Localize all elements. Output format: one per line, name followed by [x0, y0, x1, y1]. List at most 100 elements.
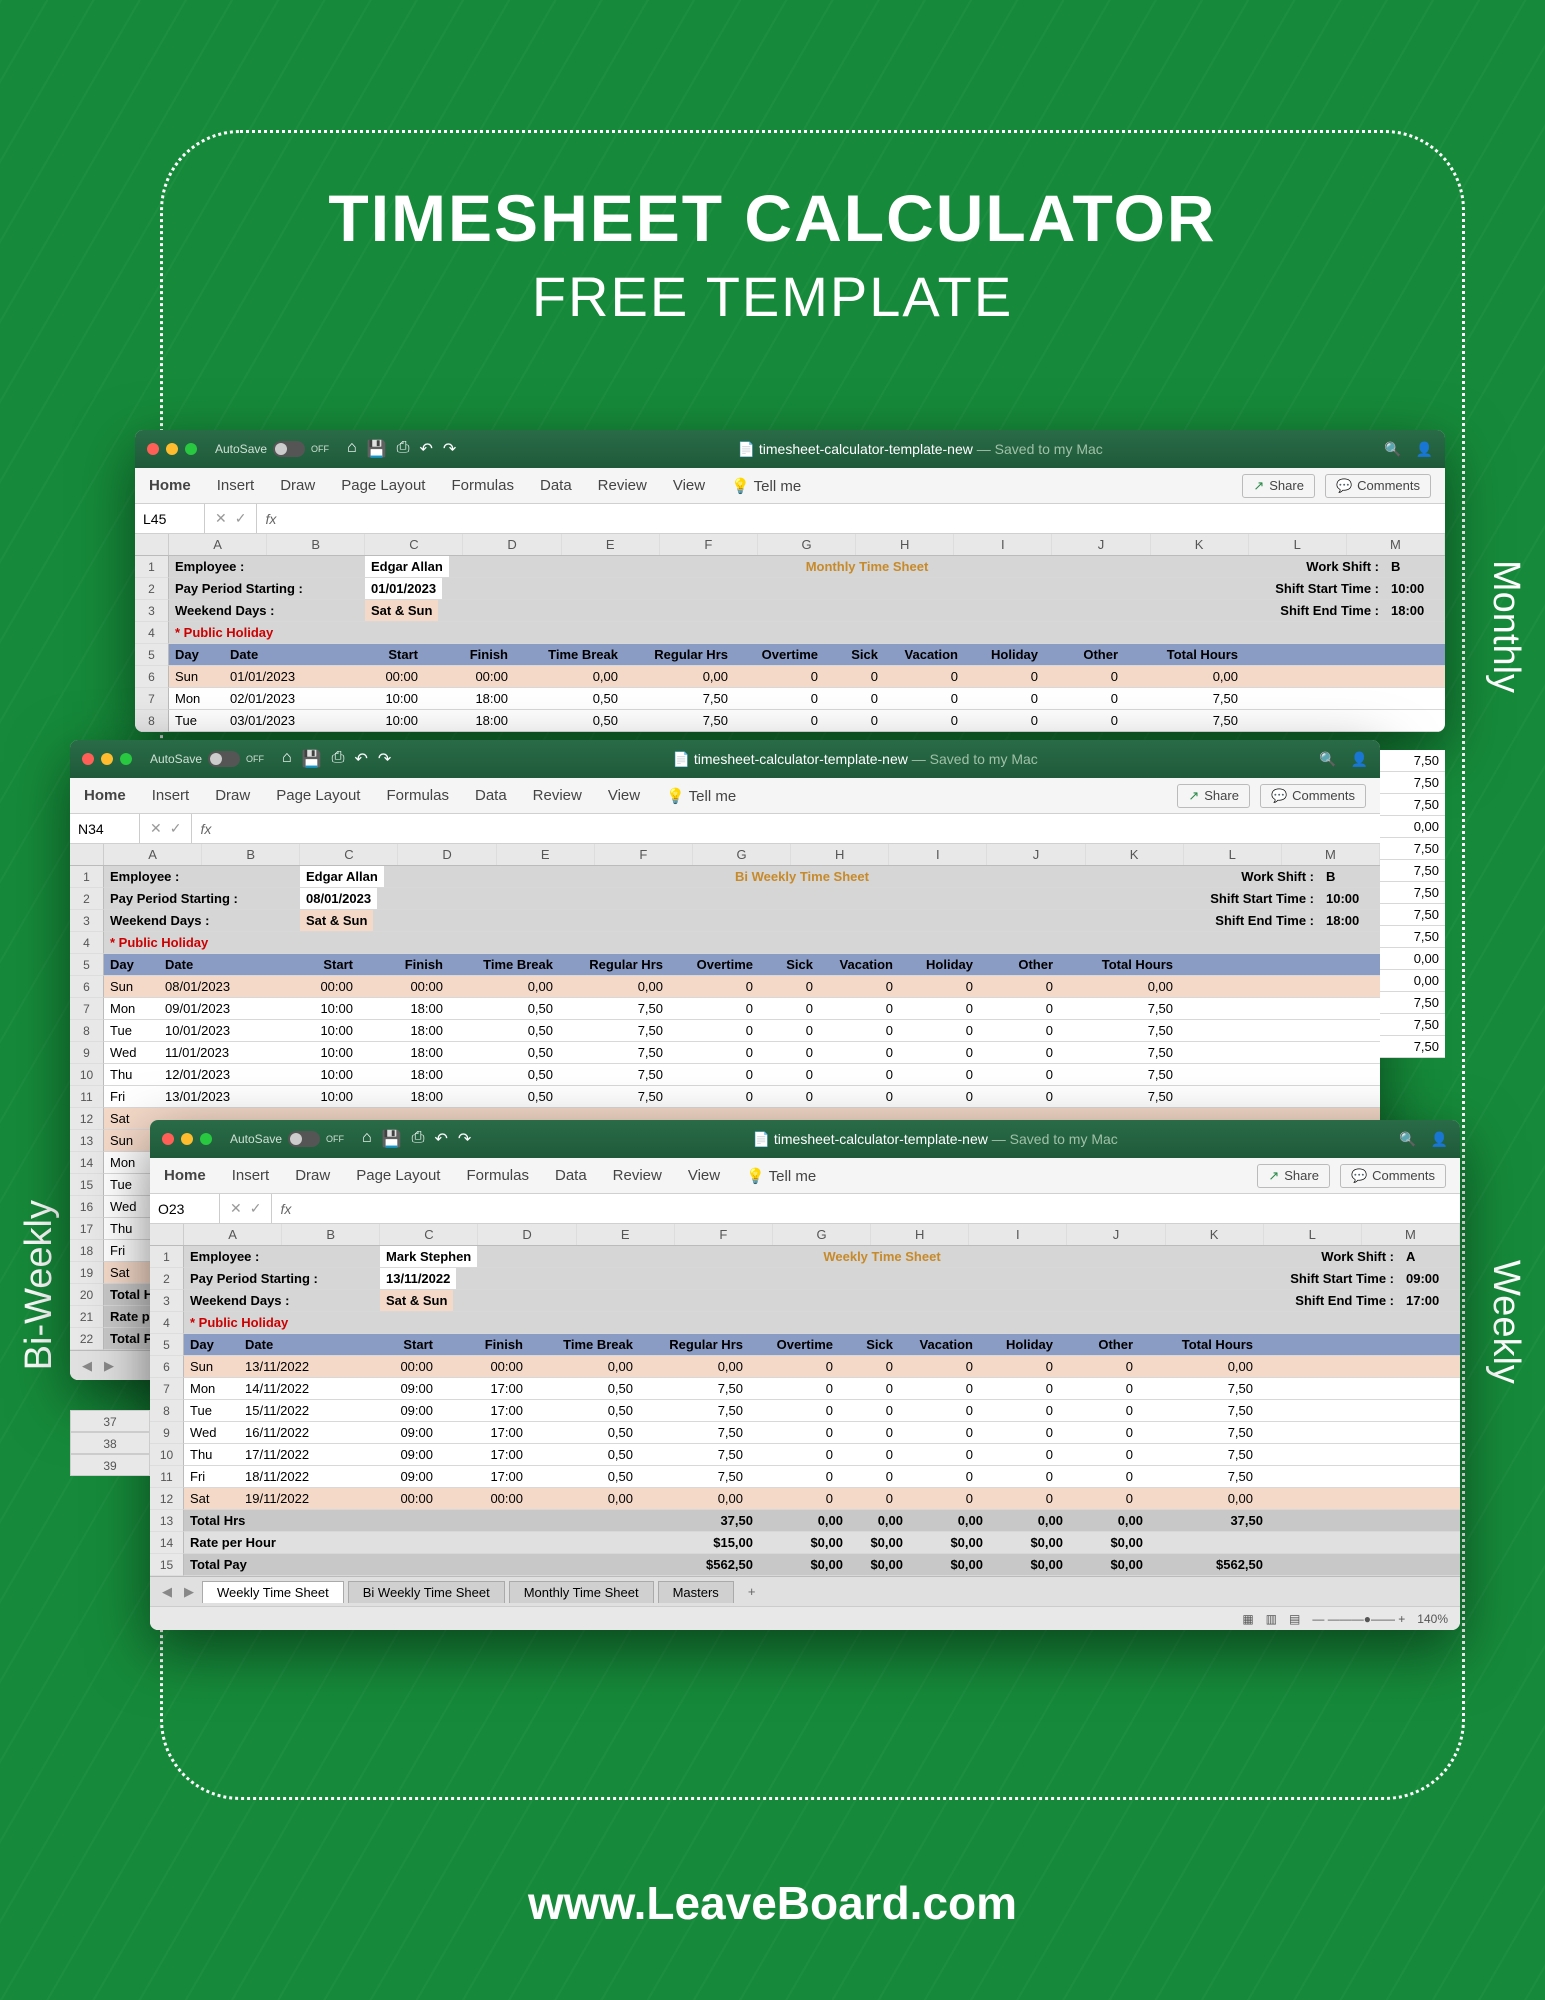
save-icon[interactable]: 💾	[382, 1129, 402, 1149]
autosave-toggle[interactable]: AutoSave OFF	[230, 1131, 344, 1147]
home-icon[interactable]: ⌂	[347, 439, 357, 459]
tell-me[interactable]: 💡 Tell me	[666, 787, 736, 805]
table-row[interactable]: Thu12/01/202310:0018:000,507,50000007,50	[104, 1064, 1380, 1086]
comments-button[interactable]: 💬 Comments	[1340, 1164, 1446, 1188]
col-header[interactable]: M	[1362, 1224, 1460, 1245]
search-icon[interactable]: 🔍	[1399, 1131, 1416, 1148]
col-header[interactable]: L	[1249, 534, 1347, 555]
ribbon-tab-page-layout[interactable]: Page Layout	[276, 787, 360, 804]
ribbon-tab-page-layout[interactable]: Page Layout	[356, 1167, 440, 1184]
col-header[interactable]: D	[463, 534, 561, 555]
ribbon-tab-insert[interactable]: Insert	[152, 787, 190, 804]
col-header[interactable]: B	[282, 1224, 380, 1245]
save-icon[interactable]: 💾	[367, 439, 387, 459]
ribbon-tab-insert[interactable]: Insert	[232, 1167, 270, 1184]
tell-me[interactable]: 💡 Tell me	[731, 477, 801, 495]
col-header[interactable]: J	[987, 844, 1085, 865]
table-row[interactable]: Sat19/11/202200:0000:000,000,00000000,00	[184, 1488, 1460, 1510]
minimize-icon[interactable]	[181, 1133, 193, 1145]
ribbon-tab-data[interactable]: Data	[540, 477, 572, 494]
print-icon[interactable]: ⎙	[332, 749, 345, 769]
zoom-slider[interactable]: — ———●—— +	[1312, 1612, 1405, 1626]
cells[interactable]: Employee :Mark StephenWeekly Time SheetW…	[184, 1246, 1460, 1576]
col-header[interactable]: H	[791, 844, 889, 865]
col-header[interactable]: C	[365, 534, 463, 555]
col-header[interactable]: J	[1067, 1224, 1165, 1245]
name-box[interactable]: L45	[135, 504, 205, 533]
ribbon-tab-review[interactable]: Review	[613, 1167, 662, 1184]
share-button[interactable]: ↗ Share	[1242, 474, 1315, 498]
save-icon[interactable]: 💾	[302, 749, 322, 769]
ribbon-tab-draw[interactable]: Draw	[280, 477, 315, 494]
sheet-grid[interactable]: 123456789101112131415 Employee :Mark Ste…	[150, 1246, 1460, 1576]
traffic-lights[interactable]	[147, 443, 197, 455]
toggle-icon[interactable]	[208, 751, 240, 767]
comments-button[interactable]: 💬 Comments	[1260, 784, 1366, 808]
add-sheet-button[interactable]: +	[738, 1581, 766, 1602]
ribbon-tab-home[interactable]: Home	[84, 787, 126, 804]
traffic-lights[interactable]	[162, 1133, 212, 1145]
close-icon[interactable]	[147, 443, 159, 455]
home-icon[interactable]: ⌂	[282, 749, 292, 769]
maximize-icon[interactable]	[120, 753, 132, 765]
sheet-grid[interactable]: 12345678 Employee :Edgar AllanMonthly Ti…	[135, 556, 1445, 732]
col-header[interactable]: L	[1184, 844, 1282, 865]
col-header[interactable]: H	[871, 1224, 969, 1245]
account-icon[interactable]: 👤	[1431, 1131, 1448, 1148]
col-header[interactable]: D	[478, 1224, 576, 1245]
ribbon-tab-formulas[interactable]: Formulas	[451, 477, 514, 494]
account-icon[interactable]: 👤	[1416, 441, 1433, 458]
sheet-tab[interactable]: Masters	[658, 1581, 734, 1603]
table-row[interactable]: Mon14/11/202209:0017:000,507,50000007,50	[184, 1378, 1460, 1400]
ribbon-tab-data[interactable]: Data	[555, 1167, 587, 1184]
tab-nav-prev[interactable]: ◀	[78, 1358, 96, 1374]
table-row[interactable]: Sun01/01/202300:0000:000,000,00000000,00	[169, 666, 1445, 688]
account-icon[interactable]: 👤	[1351, 751, 1368, 768]
view-layout-icon[interactable]: ▥	[1266, 1612, 1277, 1626]
toggle-icon[interactable]	[273, 441, 305, 457]
search-icon[interactable]: 🔍	[1319, 751, 1336, 768]
table-row[interactable]: Fri18/11/202209:0017:000,507,50000007,50	[184, 1466, 1460, 1488]
table-row[interactable]: Mon02/01/202310:0018:000,507,50000007,50	[169, 688, 1445, 710]
ribbon-tab-data[interactable]: Data	[475, 787, 507, 804]
tab-nav-prev[interactable]: ◀	[158, 1584, 176, 1600]
view-normal-icon[interactable]: ▦	[1242, 1612, 1253, 1626]
cancel-icon[interactable]: ✕	[150, 820, 162, 837]
col-header[interactable]: G	[773, 1224, 871, 1245]
share-button[interactable]: ↗ Share	[1257, 1164, 1330, 1188]
autosave-toggle[interactable]: AutoSave OFF	[215, 441, 329, 457]
comments-button[interactable]: 💬 Comments	[1325, 474, 1431, 498]
table-row[interactable]: Tue15/11/202209:0017:000,507,50000007,50	[184, 1400, 1460, 1422]
check-icon[interactable]: ✓	[235, 510, 247, 527]
tell-me[interactable]: 💡 Tell me	[746, 1167, 816, 1185]
name-box[interactable]: N34	[70, 814, 140, 843]
share-button[interactable]: ↗ Share	[1177, 784, 1250, 808]
col-header[interactable]: M	[1282, 844, 1380, 865]
col-header[interactable]: G	[758, 534, 856, 555]
col-header[interactable]: H	[856, 534, 954, 555]
col-header[interactable]: D	[398, 844, 496, 865]
ribbon-tab-page-layout[interactable]: Page Layout	[341, 477, 425, 494]
col-header[interactable]: B	[267, 534, 365, 555]
col-header[interactable]: M	[1347, 534, 1445, 555]
col-header[interactable]: G	[693, 844, 791, 865]
name-box[interactable]: O23	[150, 1194, 220, 1223]
table-row[interactable]: Sun13/11/202200:0000:000,000,00000000,00	[184, 1356, 1460, 1378]
table-row[interactable]: Thu17/11/202209:0017:000,507,50000007,50	[184, 1444, 1460, 1466]
ribbon-tab-insert[interactable]: Insert	[217, 477, 255, 494]
table-row[interactable]: Wed16/11/202209:0017:000,507,50000007,50	[184, 1422, 1460, 1444]
col-header[interactable]: A	[169, 534, 267, 555]
col-header[interactable]: I	[969, 1224, 1067, 1245]
check-icon[interactable]: ✓	[250, 1200, 262, 1217]
col-header[interactable]: J	[1052, 534, 1150, 555]
col-header[interactable]: F	[660, 534, 758, 555]
maximize-icon[interactable]	[185, 443, 197, 455]
print-icon[interactable]: ⎙	[412, 1129, 425, 1149]
check-icon[interactable]: ✓	[170, 820, 182, 837]
tab-nav-next[interactable]: ▶	[180, 1584, 198, 1600]
zoom-level[interactable]: 140%	[1417, 1612, 1448, 1626]
redo-icon[interactable]: ↷	[458, 1129, 471, 1149]
table-row[interactable]: Wed11/01/202310:0018:000,507,50000007,50	[104, 1042, 1380, 1064]
ribbon-tab-view[interactable]: View	[673, 477, 705, 494]
ribbon-tab-home[interactable]: Home	[149, 477, 191, 494]
